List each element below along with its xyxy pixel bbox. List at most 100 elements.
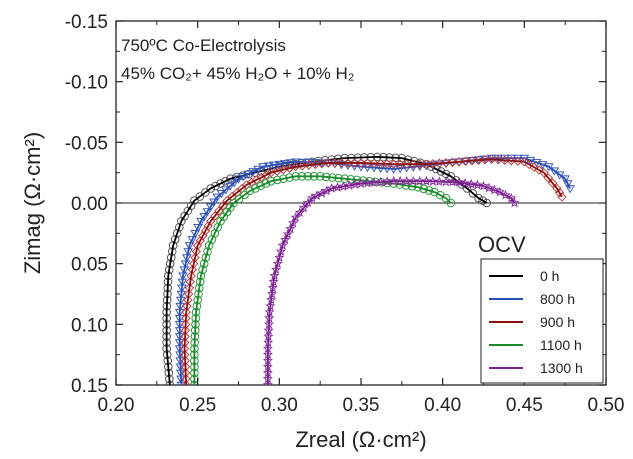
data-point [245,186,255,196]
data-point [431,164,441,174]
y-tick-label: -0.10 [65,73,108,94]
data-point [424,186,434,195]
data-point [482,198,492,208]
data-point [436,167,446,176]
data-point [395,159,405,169]
data-point [453,177,465,187]
data-point [200,188,210,197]
data-point [201,253,211,262]
data-point [203,247,212,256]
data-point [562,180,573,189]
y-tick-label: 0.10 [71,315,108,336]
data-point [198,265,207,275]
legend-label: 1100 h [540,337,582,353]
series-900-h [179,154,567,385]
data-point [210,211,220,221]
data-point [441,158,451,168]
y-tick-label: 0.00 [71,194,108,215]
data-point [356,158,366,168]
data-point [226,174,235,184]
data-point [172,229,182,238]
data-point [460,156,471,166]
legend-entry: 1300 h [489,360,583,376]
data-point [509,197,520,208]
y-tick-label: -0.15 [65,12,108,33]
data-point [330,158,340,168]
data-point [193,223,203,233]
legend: OCV 0 h 800 h 900 h 1100 h 1300 h [478,232,604,384]
data-point [190,230,201,239]
data-point [240,190,249,200]
data-point [302,197,313,208]
data-point [415,159,425,169]
data-point [421,159,432,169]
legend-label: 800 h [540,291,575,307]
data-point [473,155,484,165]
data-point [513,156,523,166]
data-point [187,236,198,245]
data-point [323,158,334,168]
data-point [221,176,230,186]
legend-label: 1300 h [540,360,583,376]
data-point [190,196,199,205]
data-point [196,217,206,227]
data-point [214,206,224,216]
x-tick-label: 0.40 [424,395,461,416]
data-point [554,187,565,198]
data-point [174,222,184,232]
data-point [474,193,483,203]
tick-layer: 0.20 0.25 0.30 0.35 0.40 0.45 0.50 -0.15 -0.10 -0… [65,12,625,416]
data-point [199,259,209,268]
series-markers [190,172,456,385]
data-point [375,158,386,169]
data-point [388,159,399,169]
x-tick-label: 0.45 [506,395,543,416]
data-point [205,203,216,212]
data-point [408,159,418,169]
y-axis-title: Zimag (Ω·cm²) [20,132,45,274]
legend-entry: 1100 h [489,337,582,353]
data-point [206,184,216,193]
legend-entry: 900 h [489,314,575,330]
data-point [181,380,191,385]
data-point [428,158,438,169]
legend-entries: 0 h 800 h 900 h 1100 h 1300 h [489,268,583,376]
data-point [212,193,223,202]
data-point [500,155,510,165]
series-1100-h [190,172,456,385]
annotation-line-2: 45% CO₂+ 45% H₂O + 10% H₂ [121,64,354,83]
y-tick-label: -0.05 [65,133,108,154]
series-line [183,158,563,385]
data-point [256,181,265,191]
data-point [565,185,575,194]
series-1300-h [262,175,520,385]
data-point [262,379,273,385]
data-point [493,155,503,165]
data-point [184,242,195,251]
y-tick-label: 0.15 [71,376,108,397]
data-point [336,158,347,168]
series-0-h [162,152,492,385]
data-point [543,173,553,183]
data-point [478,196,487,205]
legend-label: 900 h [540,314,575,330]
data-point [434,158,445,168]
data-point [362,158,373,168]
x-tick-label: 0.25 [179,395,216,416]
data-point [446,172,456,181]
data-point [557,192,567,202]
series-line [193,175,452,385]
data-point [206,216,216,226]
data-point [447,157,458,167]
annotation-line-1: 750ºC Co-Electrolysis [121,36,286,55]
data-point [382,159,392,169]
legend-title: OCV [478,232,526,257]
data-point [294,207,305,217]
data-point [552,183,562,194]
data-point [486,154,497,165]
data-point [170,235,180,244]
x-tick-label: 0.35 [343,395,380,416]
data-point [261,179,271,188]
data-point [454,157,464,167]
